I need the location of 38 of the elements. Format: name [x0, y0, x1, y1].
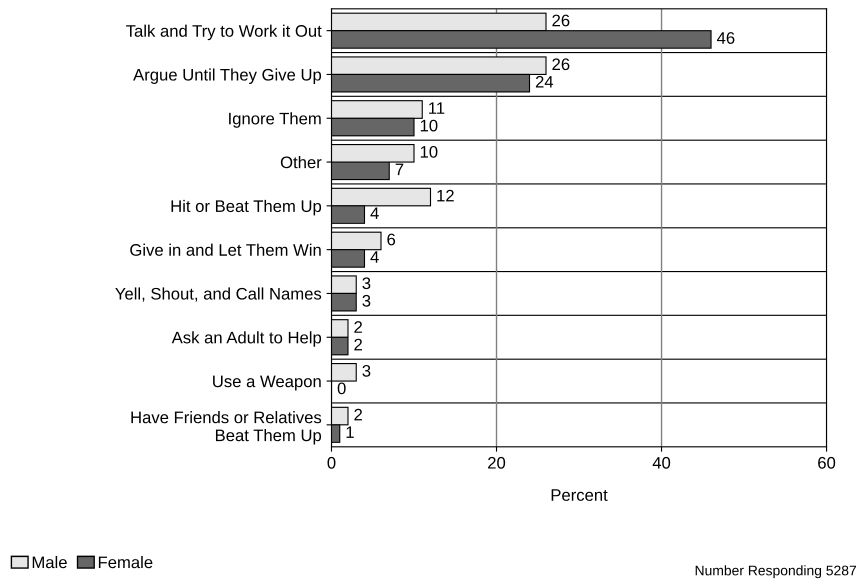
- data-label: 10: [420, 146, 438, 158]
- x-axis-title: Percent: [552, 489, 608, 501]
- y-tick-label: Use a Weapon: [213, 376, 321, 391]
- legend-label: Male: [32, 556, 67, 568]
- data-label: 2: [354, 338, 362, 350]
- data-label: 2: [354, 321, 362, 333]
- data-label: 2: [354, 408, 362, 420]
- data-label: 3: [362, 364, 370, 377]
- data-label: 4: [370, 207, 379, 219]
- y-tick-label: Other: [280, 156, 322, 168]
- x-tick-label: 0: [328, 456, 336, 469]
- data-label: 11: [429, 102, 444, 114]
- data-label: 0: [338, 382, 346, 394]
- data-label: 12: [437, 190, 454, 202]
- data-label: 7: [396, 164, 404, 176]
- y-tick-label: Give in and Let Them Win: [130, 244, 321, 256]
- legend-label: Female: [98, 556, 152, 568]
- text: Number Responding 5287: [696, 565, 856, 578]
- x-tick-label: 20: [488, 456, 506, 469]
- x-tick-label: 40: [652, 456, 670, 469]
- y-tick-label: Argue Until They Give Up: [133, 68, 322, 84]
- y-tick-label: Hit or Beat Them Up: [172, 200, 322, 216]
- y-tick-label: Yell, Shout, and Call Names: [115, 287, 322, 302]
- data-label: 24: [536, 76, 554, 88]
- data-label: 46: [716, 32, 734, 44]
- y-tick-label: Ignore Them: [229, 112, 321, 128]
- data-label: 3: [362, 277, 370, 290]
- data-label: 6: [387, 234, 396, 246]
- y-tick-label: Have Friends or Relatives Beat Them Up: [131, 411, 322, 445]
- data-label: 4: [370, 251, 379, 263]
- x-tick-label: 60: [818, 456, 836, 469]
- data-label: 26: [552, 14, 570, 26]
- data-label: 26: [552, 58, 570, 70]
- y-tick-label: Ask an Adult to Help: [172, 331, 322, 347]
- data-label: 3: [362, 294, 370, 307]
- data-label: 1: [346, 426, 354, 438]
- y-tick-label: Talk and Try to Work it Out: [126, 24, 322, 40]
- data-label: 10: [420, 120, 438, 132]
